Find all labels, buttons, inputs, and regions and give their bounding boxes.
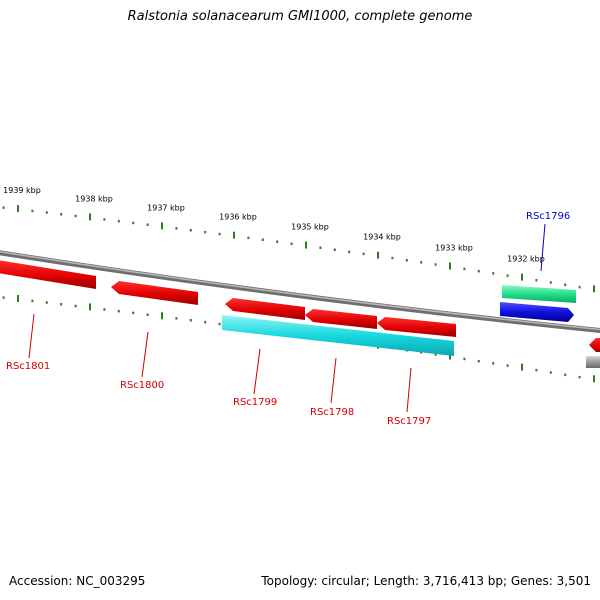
accession-text: Accession: NC_003295 [9,574,146,588]
label-rsc1796: RSc1796 [526,211,570,222]
gene-rsc1799[interactable] [225,298,305,320]
scale-ticks-upper [2,205,595,293]
label-rsc1799: RSc1799 [233,397,277,408]
backbone [0,250,600,333]
scale-label-1934: 1934 kbp [363,233,401,242]
scale-label-1939: 1939 kbp [3,186,41,195]
scale-labels: 1939 kbp 1938 kbp 1937 kbp 1936 kbp 1935 kbp… [3,186,545,264]
scale-label-1937: 1937 kbp [147,203,185,212]
scale-label-1933: 1933 kbp [435,244,473,253]
gene-rsc1796-green[interactable] [502,285,576,303]
label-rsc1801: RSc1801 [6,361,50,372]
label-rsc1800: RSc1800 [120,380,164,391]
gene-rsc1795[interactable] [589,338,600,352]
scale-label-1936: 1936 kbp [219,213,257,222]
gene-rsc1801[interactable] [0,260,96,289]
scale-label-1932: 1932 kbp [507,255,545,264]
map-title: Ralstonia solanacearum GMI1000, complete… [127,9,473,24]
leader-lines [28,223,546,413]
genome-summary-text: Topology: circular; Length: 3,716,413 bp… [261,574,591,588]
scale-label-1935: 1935 kbp [291,223,329,232]
gene-rsc1796[interactable] [500,302,574,322]
gene-labels: RSc1801 RSc1800 RSc1799 RSc1798 RSc1797 … [6,211,570,427]
gene-rsc1797[interactable] [377,317,456,337]
gene-rsc1800[interactable] [111,281,198,305]
gene-grey-edge [586,356,600,368]
gene-rsc1798[interactable] [305,309,377,329]
label-rsc1798: RSc1798 [310,407,354,418]
scale-label-1938: 1938 kbp [75,194,113,203]
label-rsc1797: RSc1797 [387,416,431,427]
gene-rsc1799-reverse[interactable] [222,315,454,356]
